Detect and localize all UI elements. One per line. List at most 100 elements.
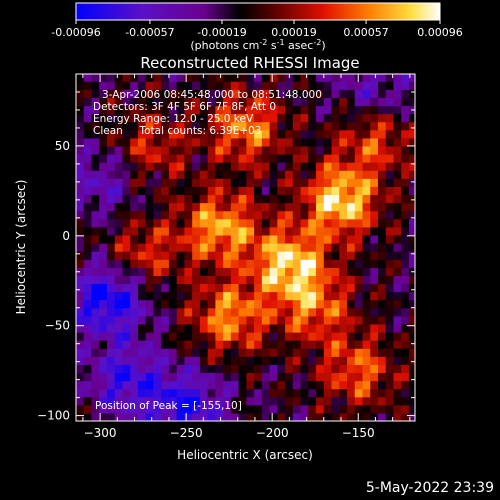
heatmap-cell (308, 243, 317, 252)
heatmap-cell (254, 259, 263, 268)
heatmap-cell (277, 412, 286, 421)
heatmap-cell (76, 194, 85, 204)
heatmap-cell (145, 396, 155, 406)
heatmap-cell (385, 251, 395, 260)
heatmap-cell (300, 129, 309, 139)
heatmap-cell (354, 243, 364, 252)
heatmap-cell (246, 194, 255, 204)
heatmap-cell (161, 194, 170, 204)
heatmap-cell (370, 340, 379, 349)
heatmap-cell (277, 275, 286, 285)
heatmap-cell (130, 243, 139, 252)
heatmap-cell (114, 113, 124, 123)
heatmap-cell (269, 267, 278, 276)
heatmap-cell (347, 404, 356, 414)
heatmap-cell (238, 234, 247, 244)
heatmap-cell (76, 307, 85, 317)
heatmap-cell (300, 210, 309, 220)
heatmap-cell (385, 307, 395, 317)
heatmap-cell (145, 89, 155, 98)
heatmap-cell (223, 356, 232, 365)
heatmap-cell (347, 243, 356, 252)
heatmap-cell (192, 74, 201, 82)
heatmap-cell (378, 129, 387, 139)
heatmap-cell (300, 348, 309, 357)
heatmap-cell (254, 145, 263, 155)
heatmap-cell (408, 396, 415, 406)
heatmap-cell (401, 113, 410, 123)
heatmap-cell (215, 340, 224, 349)
heatmap-cell (339, 307, 348, 317)
heatmap-cell (323, 129, 333, 139)
heatmap-cell (323, 404, 333, 414)
heatmap-cell (122, 234, 131, 244)
heatmap-cell (153, 226, 162, 236)
heatmap-cell (223, 348, 232, 357)
heatmap-cell (393, 97, 402, 107)
heatmap-cell (91, 218, 100, 228)
heatmap-cell (114, 251, 124, 260)
heatmap-cell (192, 210, 201, 220)
heatmap-cell (168, 307, 178, 317)
heatmap-cell (122, 170, 131, 179)
heatmap-cell (130, 332, 139, 341)
heatmap-cell (292, 307, 302, 317)
heatmap-cell (277, 129, 286, 139)
heatmap-cell (385, 388, 395, 398)
heatmap-cell (207, 170, 216, 179)
heatmap-cell (339, 145, 348, 155)
heatmap-cell (277, 194, 286, 204)
heatmap-cell (362, 178, 371, 187)
heatmap-cell (130, 388, 139, 398)
heatmap-cell (254, 412, 263, 421)
colorbar-tick-label: -0.00019 (197, 26, 246, 39)
heatmap-cell (76, 202, 85, 212)
heatmap-cell (354, 396, 364, 406)
heatmap-cell (385, 105, 395, 115)
heatmap-cell (223, 194, 232, 204)
heatmap-cell (106, 364, 116, 374)
heatmap-cell (83, 186, 93, 196)
heatmap-cell (269, 372, 278, 382)
heatmap-cell (83, 299, 93, 309)
heatmap-cell (254, 186, 263, 196)
heatmap-cell (230, 372, 240, 382)
heatmap-cell (370, 332, 379, 341)
heatmap-cell (269, 81, 278, 90)
heatmap-cell (347, 396, 356, 406)
heatmap-cell (76, 234, 85, 244)
heatmap-cell (153, 121, 162, 131)
heatmap-cell (176, 129, 186, 139)
heatmap-cell (393, 388, 402, 398)
heatmap-cell (122, 113, 131, 123)
heatmap-cell (215, 81, 224, 90)
heatmap-cell (238, 218, 247, 228)
heatmap-cell (76, 340, 85, 349)
heatmap-cell (370, 74, 379, 82)
heatmap-cell (130, 396, 139, 406)
heatmap-cell (393, 323, 402, 333)
heatmap-cell (114, 267, 124, 276)
heatmap-cell (378, 348, 387, 357)
heatmap-cell (323, 348, 333, 357)
heatmap-cell (230, 226, 240, 236)
heatmap-cell (261, 202, 271, 212)
heatmap-cell (106, 356, 116, 365)
heatmap-cell (254, 89, 263, 98)
x-axis-label: Heliocentric X (arcsec) (177, 448, 313, 462)
heatmap-cell (230, 210, 240, 220)
heatmap-cell (323, 202, 333, 212)
heatmap-cell (246, 234, 255, 244)
heatmap-cell (308, 74, 317, 82)
heatmap-cell (230, 170, 240, 179)
heatmap-cell (269, 186, 278, 196)
heatmap-cell (347, 380, 356, 390)
heatmap-cell (261, 234, 271, 244)
heatmap-cell (215, 129, 224, 139)
heatmap-cell (91, 275, 100, 285)
heatmap-cell (339, 299, 348, 309)
heatmap-cell (137, 170, 147, 179)
heatmap-cell (184, 307, 193, 317)
heatmap-cell (137, 81, 147, 90)
heatmap-cell (246, 299, 255, 309)
